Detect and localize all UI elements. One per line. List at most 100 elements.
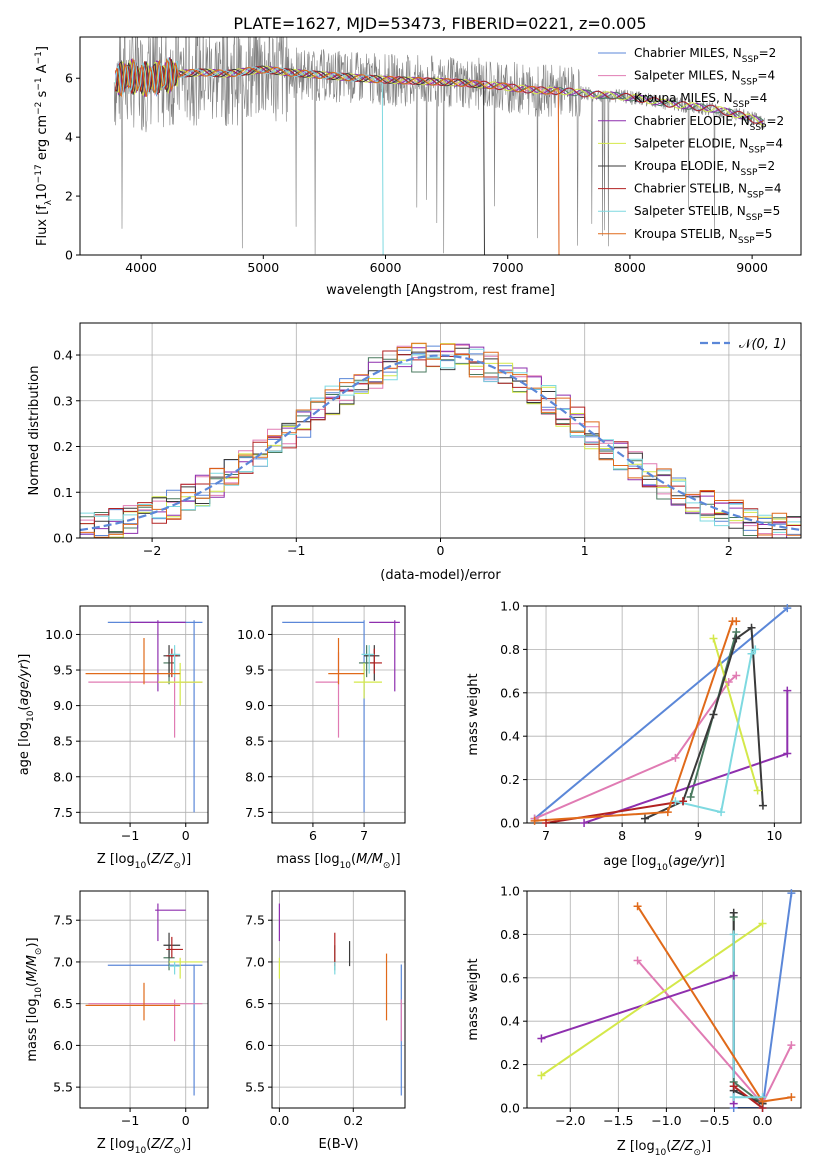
legend-item-8: Salpeter STELIB, NSSP=5 [634,204,780,223]
histogram-8 [80,348,801,533]
mass-vs-ebv-panel: 0.0 0.2 5.5 6.0 6.5 7.0 7.5 E(B-V) [245,890,406,1152]
x-tick-label: 6 [309,828,317,843]
legend-item-7: Chabrier STELIB, NSSP=4 [634,182,782,201]
weight-marker [787,889,796,898]
x-tick-label: 7 [360,828,368,843]
x-axis-label: E(B-V) [318,1137,358,1152]
weight-marker [542,819,551,827]
x-tick-label: −1 [287,543,305,558]
weight-marker [732,671,741,680]
axes-frame [526,890,802,1109]
y-tick-label: 0.0 [500,816,520,831]
plot-area [80,342,801,538]
weight-line-9 [534,620,737,822]
y-tick-label: 6 [65,71,73,86]
y-tick-label: 8.0 [53,769,73,784]
x-tick-label: 7 [542,828,550,843]
weight-marker [787,1041,796,1050]
weight-marker [633,956,642,965]
weight-marker [530,816,539,825]
y-axis-label: mass weight [466,958,481,1040]
x-tick-label: 1 [581,543,589,558]
y-tick-label: 5.5 [245,1080,265,1095]
weight-marker [729,930,738,939]
x-tick-label: −1.5 [603,1113,633,1128]
weight-marker [758,801,767,810]
x-axis-label: Z [log10(Z/Z⊙)] [97,1137,191,1156]
y-tick-label: 0.3 [53,393,73,408]
y-tick-label: 8.5 [53,734,73,749]
y-tick-label: 6.0 [245,1038,265,1053]
weight-marker [783,749,792,758]
x-tick-label: 7000 [492,260,524,275]
x-tick-label: −2 [143,543,161,558]
y-tick-label: 0.4 [500,729,520,744]
weight-marker [729,908,738,917]
x-tick-label: 6000 [370,260,402,275]
legend-item-2: Salpeter MILES, NSSP=4 [634,69,775,88]
weight-marker [729,1082,738,1091]
plot-area [113,37,765,255]
y-tick-label: 6.5 [245,996,265,1011]
weight-marker [633,902,642,911]
mass-vs-Z-panel: −1 0 5.5 6.0 6.5 7.0 7.5 Z [log10(Z/Z⊙)] mass [l… [25,890,209,1156]
y-tick-label: 7.5 [245,805,265,820]
weight-marker [787,1093,796,1102]
y-axis-label: Normed distribution [27,366,42,496]
y-tick-label: 9.0 [245,698,265,713]
weight-marker [709,634,718,643]
weight-marker [732,634,741,643]
weight-marker [729,1093,738,1102]
model-spectrum-9 [114,57,560,255]
x-tick-label: 8 [618,828,626,843]
weight-marker [580,819,589,827]
weight-marker [783,604,792,613]
weight-marker [758,1097,767,1106]
plot-area [533,607,789,823]
weight-line-5 [540,922,764,1077]
x-tick-label: 10 [766,828,782,843]
legend-item-3: Kroupa MILES, NSSP=4 [634,91,767,110]
x-tick-label: 8000 [614,260,646,275]
y-tick-label: 0.6 [500,970,520,985]
legend-gaussian: 𝒩(0, 1) [739,337,786,352]
y-tick-label: 7.0 [245,954,265,969]
y-tick-label: 0.4 [500,1014,520,1029]
x-tick-label: 4000 [125,260,157,275]
weight-marker [783,686,792,695]
weight-marker [671,797,680,806]
weight-line-1 [733,893,793,1108]
x-axis-label: Z [log10(Z/Z⊙)] [617,1139,711,1158]
y-tick-label: 7.0 [53,954,73,969]
y-tick-label: 0.0 [53,531,73,546]
x-tick-label: 0.0 [269,1113,289,1128]
x-tick-label: 0 [182,1113,190,1128]
axes-frame [526,605,802,824]
y-tick-label: 0 [65,248,73,263]
x-tick-label: 0.0 [753,1113,773,1128]
weight-line-1 [533,607,788,820]
y-tick-label: 1.0 [500,884,520,899]
weight-marker [640,814,649,823]
weight-line-8 [675,648,757,814]
weight-marker [717,808,726,817]
y-tick-label: 6.0 [53,1038,73,1053]
weight-marker [537,1034,546,1043]
weight-vs-age-panel: 7 8 9 10 0.0 0.2 0.4 0.6 0.8 1.0 age [log10(age/yr… [466,599,802,873]
x-tick-label: 0 [437,543,445,558]
axes-frame [79,36,802,256]
y-tick-label: 0.8 [500,927,520,942]
y-tick-label: 0.8 [500,642,520,657]
weight-marker [686,792,695,801]
y-tick-label: 9.5 [53,663,73,678]
weight-marker [729,971,738,980]
x-tick-label: 0.2 [343,1113,363,1128]
y-tick-label: 0.6 [500,685,520,700]
x-tick-label: 9 [694,828,702,843]
weight-line-5 [712,638,759,791]
x-tick-label: 5000 [247,260,279,275]
y-tick-label: 10.0 [237,627,265,642]
x-tick-label: −0.5 [699,1113,729,1128]
y-tick-label: 7.5 [245,913,265,928]
